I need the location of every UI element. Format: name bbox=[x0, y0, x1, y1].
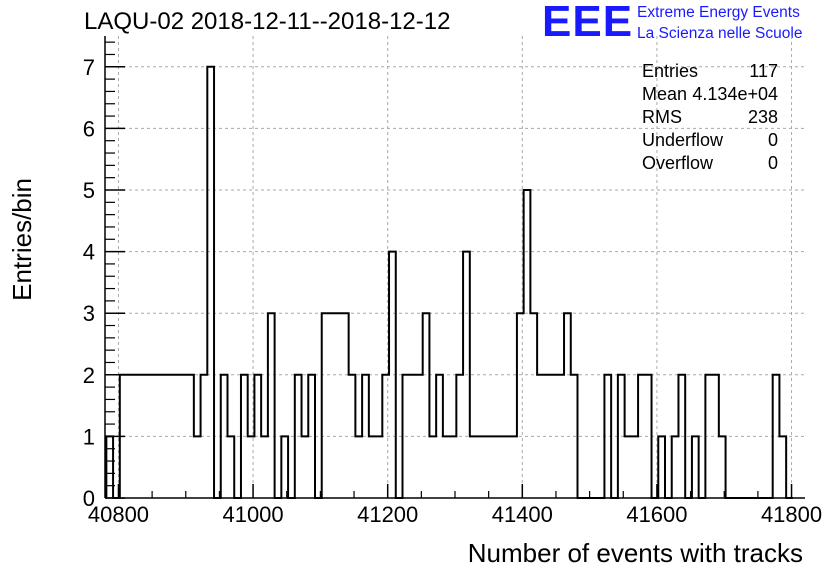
histogram-bin bbox=[779, 436, 786, 498]
histogram-bin bbox=[322, 313, 349, 498]
eee-logo-line1: Extreme Energy Events bbox=[637, 4, 800, 21]
stats-label: Entries bbox=[642, 61, 698, 81]
plot-frame bbox=[104, 36, 805, 499]
histogram-bin bbox=[658, 436, 665, 498]
y-tick-label: 4 bbox=[83, 240, 95, 265]
grid-lines bbox=[105, 36, 805, 498]
histogram-bin bbox=[228, 436, 235, 498]
histogram-bin bbox=[429, 436, 436, 498]
stats-label: RMS bbox=[642, 107, 682, 127]
stats-label: Overflow bbox=[642, 153, 714, 173]
histogram-bin bbox=[369, 436, 376, 498]
histogram-bin bbox=[268, 313, 275, 498]
histogram-bin bbox=[106, 436, 113, 498]
histogram-bin bbox=[207, 67, 214, 498]
histogram-bars bbox=[105, 65, 793, 499]
y-axis-label: Entries/bin bbox=[7, 178, 37, 301]
x-tick-label: 41800 bbox=[761, 502, 822, 527]
histogram-bin bbox=[625, 436, 632, 498]
stats-value: 117 bbox=[749, 61, 778, 81]
stats-value: 238 bbox=[748, 107, 778, 127]
eee-logo-line2: La Scienza nelle Scuole bbox=[637, 25, 803, 42]
chart-title: LAQU-02 2018-12-11--2018-12-12 bbox=[84, 8, 451, 35]
histogram-bin bbox=[443, 436, 456, 498]
y-tick-label: 0 bbox=[83, 486, 95, 511]
y-tick-label: 1 bbox=[83, 424, 95, 449]
histogram-bin bbox=[281, 436, 288, 498]
eee-logo-mark: EEE bbox=[542, 0, 634, 46]
histogram-bin bbox=[530, 313, 537, 498]
histogram-bin bbox=[692, 436, 699, 498]
histogram-bin bbox=[719, 436, 726, 498]
histogram-bin bbox=[376, 436, 383, 498]
y-tick-label: 6 bbox=[83, 116, 95, 141]
x-tick-label: 40800 bbox=[88, 502, 149, 527]
x-tick-label: 41600 bbox=[626, 502, 687, 527]
stats-value: 4.134e+04 bbox=[692, 84, 778, 104]
histogram-outline bbox=[105, 65, 793, 499]
y-axis-ticks: 0 1 2 3 4 5 6 7 bbox=[83, 41, 125, 511]
histogram-bin bbox=[355, 436, 362, 498]
histogram-bin bbox=[631, 436, 638, 498]
stats-value: 0 bbox=[768, 130, 778, 150]
histogram-bin bbox=[194, 436, 201, 498]
y-tick-label: 5 bbox=[83, 178, 95, 203]
histogram-bin bbox=[261, 436, 268, 498]
x-axis-label: Number of events with tracks bbox=[468, 538, 803, 568]
histogram-bin bbox=[470, 436, 517, 498]
histogram-bin bbox=[423, 313, 430, 498]
y-tick-label: 7 bbox=[83, 55, 95, 80]
stats-box: Entries 117 Mean 4.134e+04 RMS 238 Underflow 0 O… bbox=[642, 61, 778, 173]
x-tick-label: 41400 bbox=[492, 502, 553, 527]
histogram-bin bbox=[524, 190, 531, 498]
histogram-bin bbox=[672, 436, 679, 498]
histogram-bin bbox=[302, 436, 309, 498]
stats-label: Mean bbox=[642, 84, 687, 104]
x-tick-label: 41000 bbox=[222, 502, 283, 527]
y-tick-label: 3 bbox=[83, 301, 95, 326]
y-tick-label: 2 bbox=[83, 363, 95, 388]
histogram-bin bbox=[564, 313, 571, 498]
eee-logo: EEE Extreme Energy Events La Scienza nel… bbox=[540, 0, 830, 46]
stats-value: 0 bbox=[768, 153, 778, 173]
x-tick-label: 41200 bbox=[357, 502, 418, 527]
x-axis-ticks: 40800 41000 41200 41400 41600 41800 bbox=[88, 484, 822, 527]
stats-label: Underflow bbox=[642, 130, 724, 150]
